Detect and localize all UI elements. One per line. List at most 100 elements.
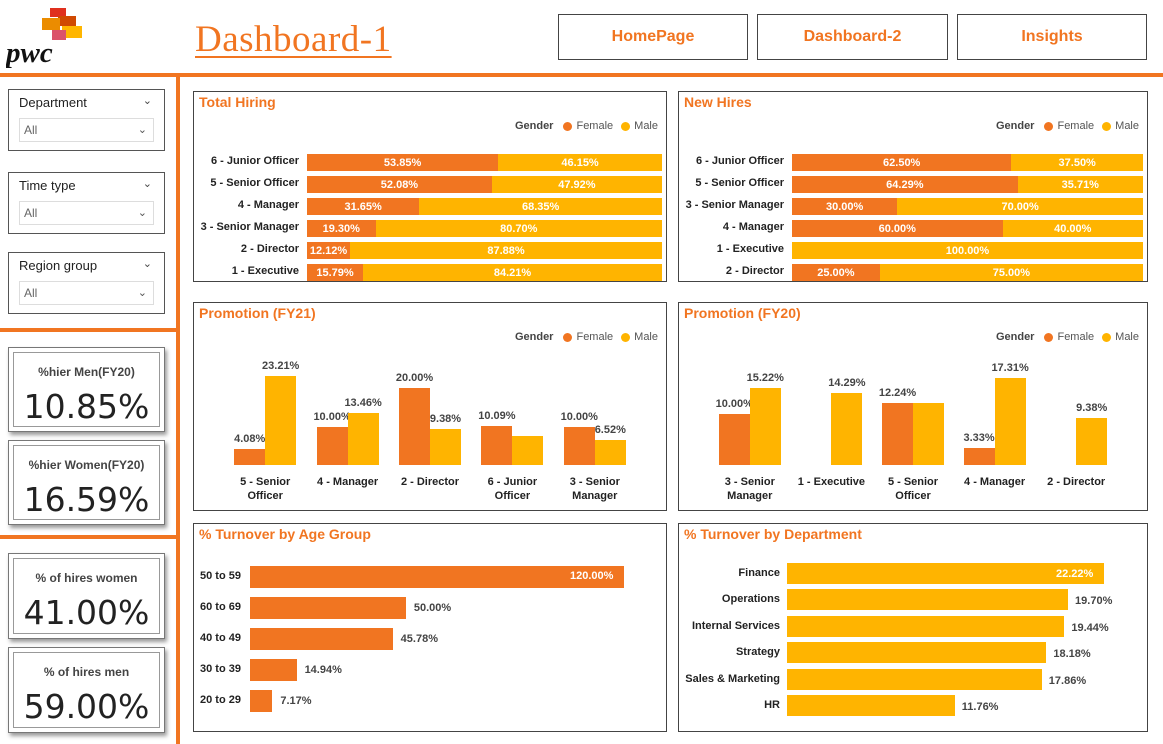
nav-insights-button[interactable]: Insights — [957, 14, 1147, 60]
region-group-dropdown[interactable]: All ⌄ — [19, 281, 154, 305]
data-label: 17.86% — [1048, 674, 1087, 687]
category-label: Internal Services — [691, 619, 780, 632]
legend-female-swatch — [1044, 332, 1054, 342]
data-label: 10.00% — [313, 410, 351, 423]
kpi-card-hier-men: %hier Men(FY20) 10.85% — [8, 347, 165, 432]
category-label: 2 - Director — [1047, 476, 1106, 488]
category-label: 60 to 69 — [200, 601, 241, 613]
department-filter-label: Department — [19, 95, 87, 110]
time-type-dropdown[interactable]: All ⌄ — [19, 201, 154, 225]
legend-male-swatch — [1102, 332, 1112, 342]
kpi-label: % of hires men — [43, 665, 130, 679]
bar-segment-female: 53.85% — [307, 154, 499, 171]
data-label: 23.21% — [262, 359, 300, 372]
bar-segment-female: 19.30% — [307, 220, 376, 237]
category-label: 1 - Executive — [797, 476, 866, 488]
bar-segment-male: 46.15% — [498, 154, 662, 171]
new-hires-chart: New Hires Gender Female Male 6 - Junior Offi… — [678, 91, 1148, 282]
bar-segment-male: 84.21% — [363, 264, 662, 281]
category-label: Sales & Marketing — [685, 672, 780, 685]
legend-female-swatch — [563, 121, 573, 131]
data-label: 19.70% — [1075, 595, 1113, 608]
bar-male — [913, 403, 944, 465]
bar — [250, 597, 406, 619]
bar-male — [594, 439, 626, 465]
department-filter[interactable]: Department ⌄ All ⌄ — [8, 89, 165, 151]
legend-title: Gender — [514, 120, 554, 132]
chevron-down-icon[interactable]: ⌄ — [142, 95, 152, 107]
bar-segment-male: 40.00% — [1002, 220, 1143, 237]
data-label: 6.52% — [594, 423, 626, 436]
bar-segment-male: 100.00% — [792, 242, 1143, 259]
chart-title: Promotion (FY20) — [684, 305, 801, 321]
chart-title: % Turnover by Age Group — [199, 526, 371, 542]
bar-male — [265, 375, 297, 465]
bar — [250, 566, 624, 588]
legend-male-label: Male — [634, 331, 658, 343]
bar-segment-female: 60.00% — [792, 220, 1003, 237]
chevron-down-icon[interactable]: ⌄ — [142, 258, 152, 270]
kpi-value: 59.00% — [23, 687, 150, 726]
data-label: 14.94% — [304, 664, 342, 676]
category-label: 3 - Senior Manager — [685, 199, 784, 211]
category-label: 5 - Senior Officer — [887, 476, 939, 502]
data-label: 45.78% — [400, 633, 438, 645]
sidebar-divider-2 — [0, 535, 176, 539]
time-type-filter[interactable]: Time type ⌄ All ⌄ — [8, 172, 165, 234]
nav-homepage-button[interactable]: HomePage — [558, 14, 748, 60]
chevron-down-icon[interactable]: ⌄ — [137, 207, 147, 219]
bar-segment-female: 31.65% — [307, 198, 420, 215]
bar-male — [430, 428, 461, 465]
data-label: 10.00% — [715, 398, 753, 411]
category-label: 2 - Director — [725, 265, 784, 277]
category-label: 3 - Senior Manager — [569, 476, 620, 502]
kpi-value: 10.85% — [23, 387, 150, 426]
bar — [787, 695, 955, 716]
region-group-filter[interactable]: Region group ⌄ All ⌄ — [8, 252, 165, 314]
bar-female — [718, 414, 750, 465]
chart-title: New Hires — [684, 94, 752, 110]
nav-dashboard-2-button[interactable]: Dashboard-2 — [757, 14, 948, 60]
category-label: 30 to 39 — [200, 663, 241, 675]
bar-segment-male: 37.50% — [1011, 154, 1143, 171]
data-label: 3.33% — [963, 432, 995, 445]
pwc-logo: pwc — [3, 6, 86, 69]
bar — [787, 668, 1042, 690]
kpi-card-hires-men: % of hires men 59.00% — [8, 647, 165, 733]
kpi-label: %hier Men(FY20) — [38, 365, 135, 379]
header-divider — [0, 73, 1163, 77]
region-group-filter-label: Region group — [19, 258, 98, 273]
bar-female — [316, 426, 348, 465]
category-label: 1 - Executive — [231, 265, 299, 277]
time-type-value: All — [24, 206, 38, 220]
bar-segment-male: 75.00% — [879, 264, 1143, 281]
legend-female-label: Female — [576, 120, 614, 132]
category-label: 6 - Junior Officer — [210, 155, 299, 167]
chevron-down-icon[interactable]: ⌄ — [137, 124, 147, 136]
promotion-fy21-chart: Promotion (FY21) Gender Female Male 4.08% 23.… — [193, 302, 667, 511]
category-label: 40 to 49 — [200, 632, 241, 644]
legend-male-label: Male — [1115, 331, 1139, 343]
data-label: 12.24% — [878, 387, 917, 400]
chart-title: Promotion (FY21) — [199, 305, 316, 321]
data-label: 17.31% — [991, 361, 1029, 374]
chevron-down-icon[interactable]: ⌄ — [137, 287, 147, 299]
bar-segment-female: 12.12% — [307, 242, 351, 259]
department-dropdown[interactable]: All ⌄ — [19, 118, 154, 142]
data-label: 9.38% — [429, 412, 462, 425]
data-label: 10.09% — [478, 410, 516, 423]
bar-female — [481, 426, 513, 465]
legend-male-swatch — [621, 121, 631, 131]
legend-male-swatch — [621, 332, 631, 342]
category-label: 2 - Director — [400, 476, 460, 488]
chevron-down-icon[interactable]: ⌄ — [142, 178, 152, 190]
bar-segment-female: 30.00% — [792, 198, 898, 215]
chart-legend: Gender Female Male — [996, 331, 1139, 343]
chart-title: Total Hiring — [199, 94, 276, 110]
category-label: 4 - Manager — [722, 221, 784, 233]
category-label: 3 - Senior Manager — [200, 221, 299, 233]
data-label: 120.00% — [570, 570, 614, 582]
region-group-value: All — [24, 286, 38, 300]
data-label: 13.46% — [344, 397, 382, 410]
bar-male — [749, 388, 781, 465]
